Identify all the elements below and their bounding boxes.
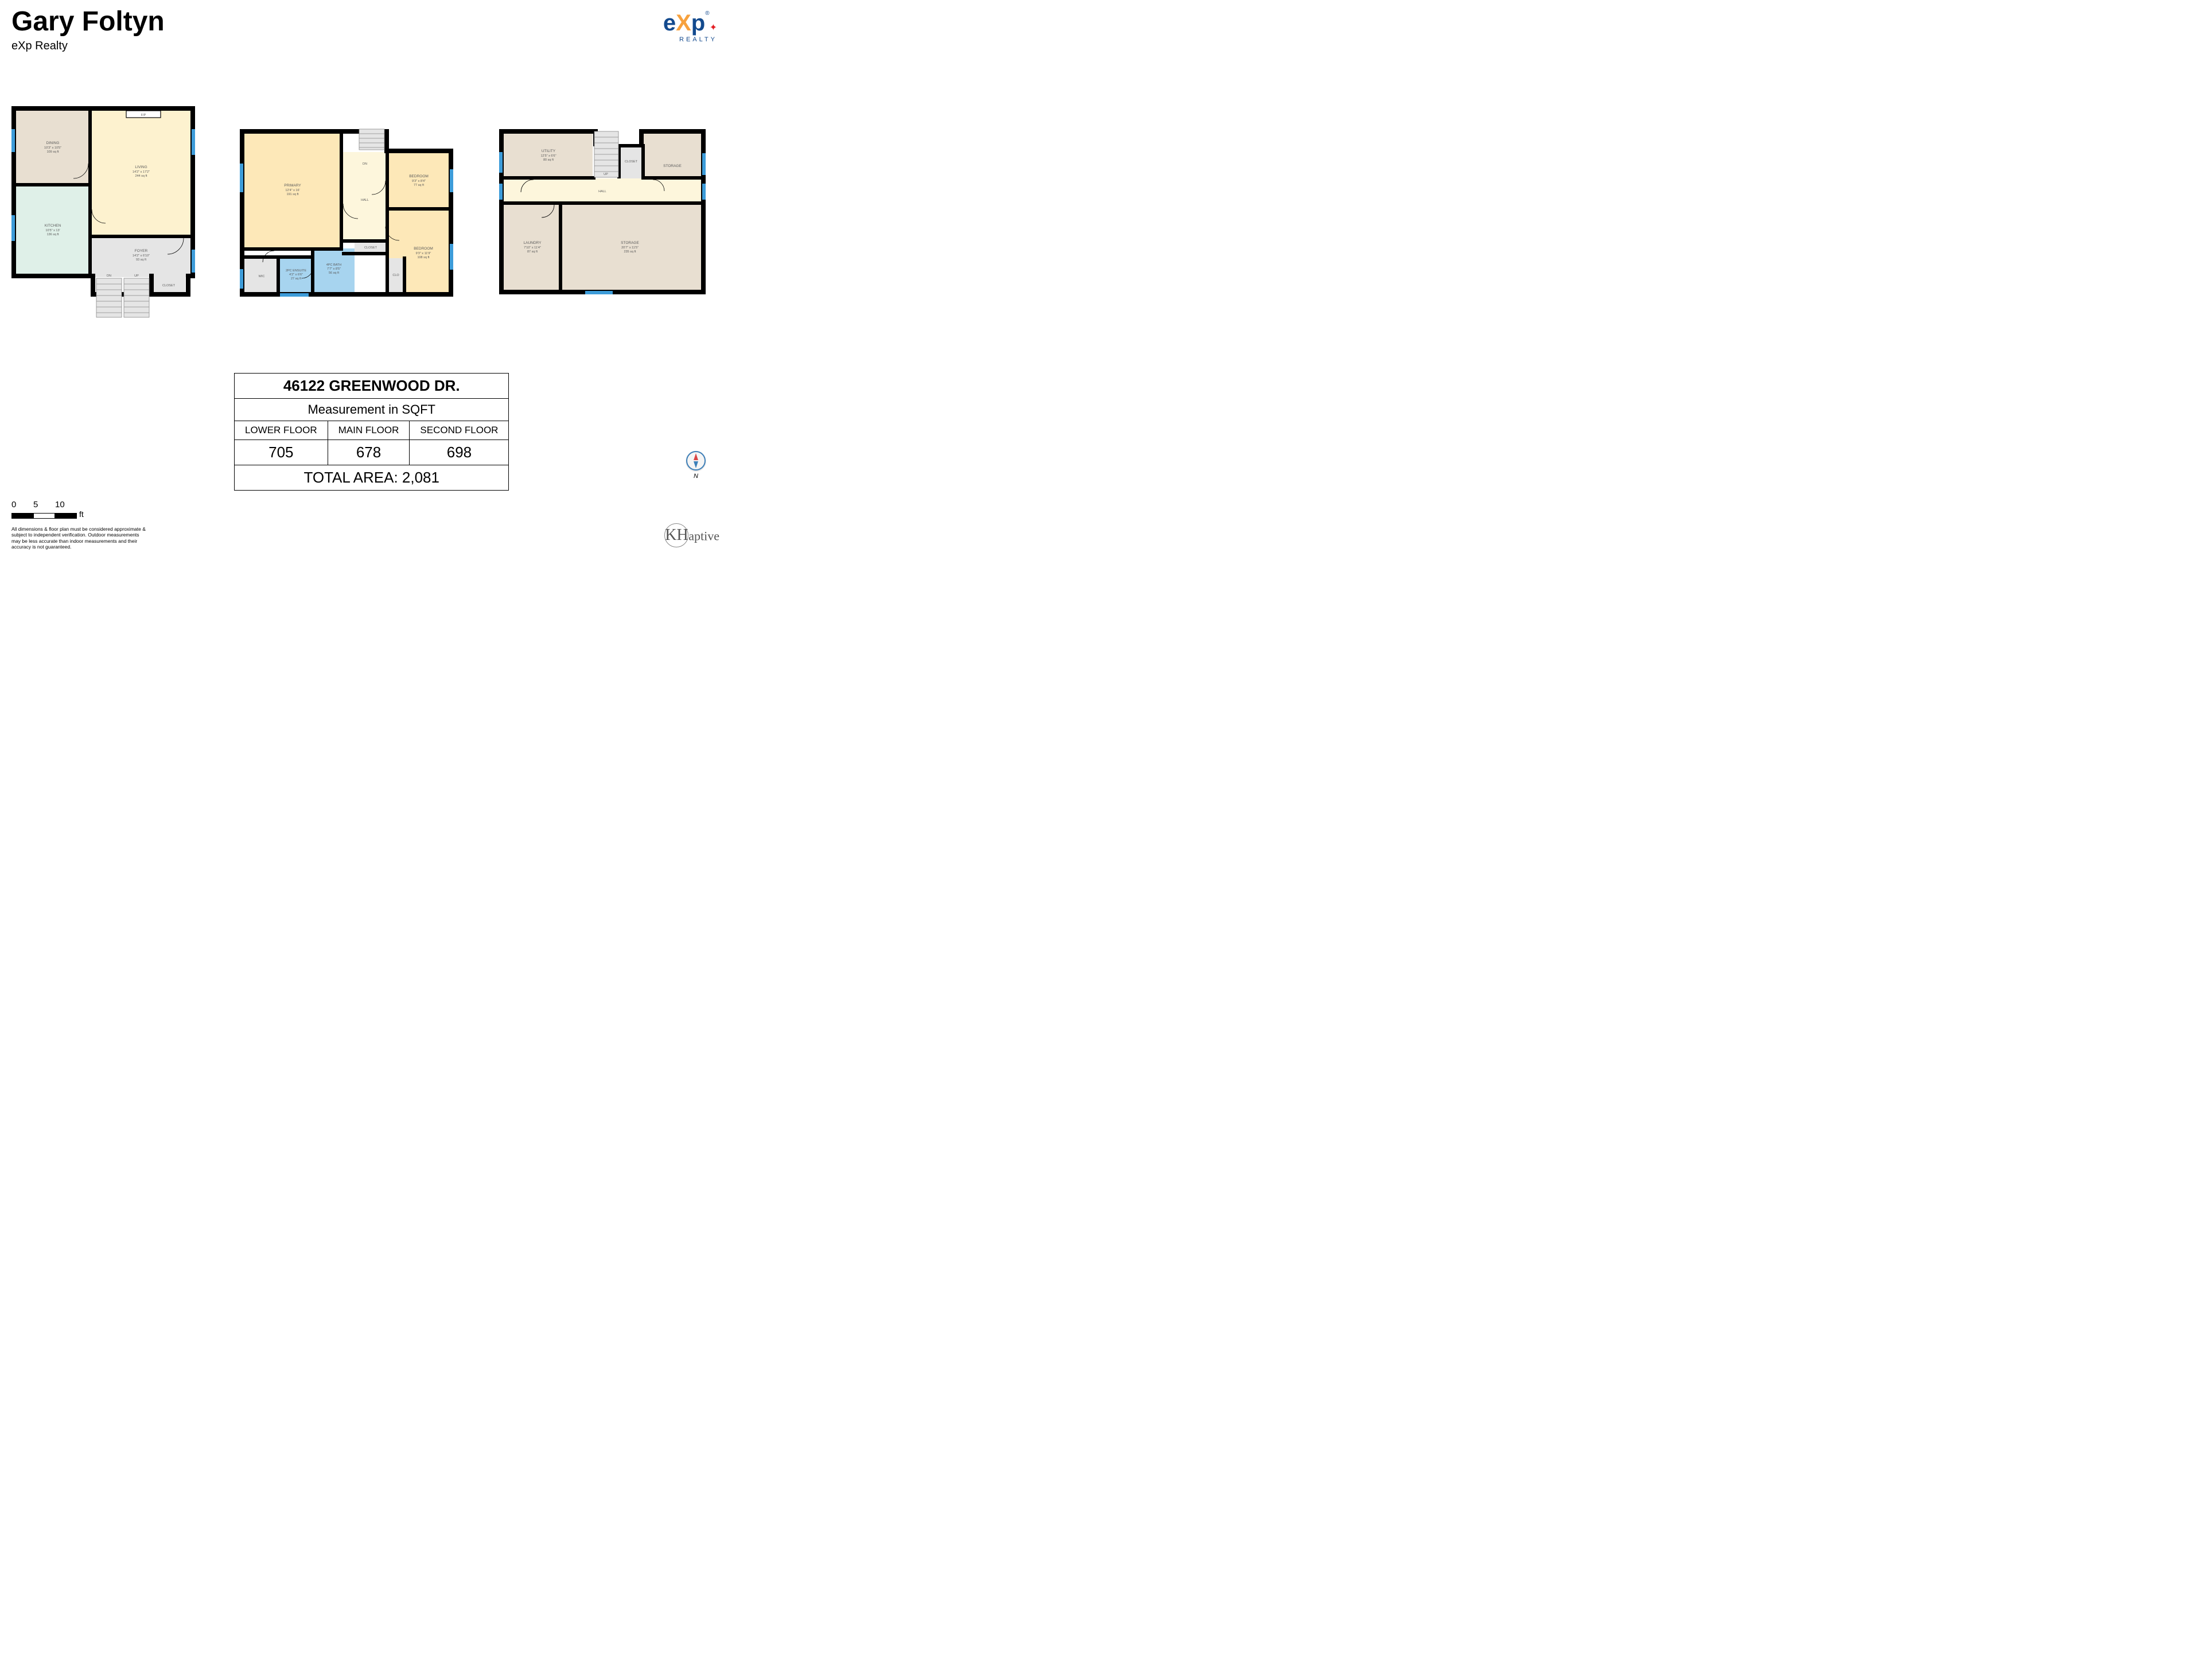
svg-text:27 sq ft: 27 sq ft xyxy=(291,277,302,281)
svg-text:UP: UP xyxy=(604,173,608,176)
svg-text:BEDROOM: BEDROOM xyxy=(409,174,429,178)
svg-text:9'3" x 11'9": 9'3" x 11'9" xyxy=(416,252,431,255)
svg-text:136 sq ft: 136 sq ft xyxy=(46,233,59,236)
svg-text:FOYER: FOYER xyxy=(135,249,148,253)
svg-text:CLOSET: CLOSET xyxy=(162,284,176,287)
svg-text:12'5" x 6'6": 12'5" x 6'6" xyxy=(540,154,556,158)
agent-name: Gary Foltyn xyxy=(11,6,165,37)
svg-text:56 sq ft: 56 sq ft xyxy=(329,271,340,275)
compass-icon: N xyxy=(686,451,706,480)
svg-text:4PC BATH: 4PC BATH xyxy=(326,263,342,267)
svg-text:80 sq ft: 80 sq ft xyxy=(543,158,554,162)
svg-text:9'3" x 8'4": 9'3" x 8'4" xyxy=(412,180,426,183)
svg-text:STORAGE: STORAGE xyxy=(621,241,639,245)
svg-text:109 sq ft: 109 sq ft xyxy=(46,150,59,154)
svg-text:12'4" x 16': 12'4" x 16' xyxy=(285,189,299,192)
total-area-cell: TOTAL AREA: 2,081 xyxy=(235,465,509,491)
svg-text:93 sq ft: 93 sq ft xyxy=(136,258,147,262)
svg-text:10'3" x 10'5": 10'3" x 10'5" xyxy=(44,146,61,150)
svg-text:14'2" x 17'2": 14'2" x 17'2" xyxy=(133,170,150,174)
svg-text:20'7" x 11'5": 20'7" x 11'5" xyxy=(621,246,639,250)
plan-lower-floor: UP UTILITY 12'5" x 6'6" 80 sq ft CLOSET … xyxy=(499,129,706,304)
plan-second-floor: DN PRIMARY 12'4" x 16' 191 sq ft HALL BE… xyxy=(240,129,458,304)
svg-text:CLOSET: CLOSET xyxy=(364,246,377,250)
disclaimer-text: All dimensions & floor plan must be cons… xyxy=(11,526,149,550)
val-lower: 705 xyxy=(235,440,328,465)
svg-text:UTILITY: UTILITY xyxy=(542,149,556,153)
svg-text:DINING: DINING xyxy=(46,141,60,145)
col-second: SECOND FLOOR xyxy=(410,421,509,440)
svg-text:STORAGE: STORAGE xyxy=(663,164,682,168)
col-main: MAIN FLOOR xyxy=(328,421,410,440)
company-name: eXp Realty xyxy=(11,40,165,53)
val-second: 698 xyxy=(410,440,509,465)
svg-text:HALL: HALL xyxy=(361,199,369,202)
svg-text:PRIMARY: PRIMARY xyxy=(284,184,301,188)
col-lower: LOWER FLOOR xyxy=(235,421,328,440)
svg-text:KITCHEN: KITCHEN xyxy=(45,224,61,228)
svg-text:191 sq ft: 191 sq ft xyxy=(286,193,299,196)
khaptive-logo: KHaptive xyxy=(664,523,719,547)
measurement-table: 46122 GREENWOOD DR. Measurement in SQFT … xyxy=(234,373,509,491)
svg-text:WIC: WIC xyxy=(259,275,265,278)
svg-text:LAUNDRY: LAUNDRY xyxy=(524,241,542,245)
svg-text:2PC ENSUITE: 2PC ENSUITE xyxy=(286,269,306,273)
svg-text:77 sq ft: 77 sq ft xyxy=(414,184,425,187)
svg-text:108 sq ft: 108 sq ft xyxy=(417,256,430,259)
svg-text:UP: UP xyxy=(134,274,139,278)
svg-text:CLOSET: CLOSET xyxy=(625,160,638,164)
plan-main-floor: F/P DN UP DINING 10'3" x 10'5" 109 sq ft xyxy=(11,106,195,327)
svg-text:10'5" x 13': 10'5" x 13' xyxy=(45,229,60,232)
svg-text:DN: DN xyxy=(107,274,111,278)
svg-text:CLO: CLO xyxy=(392,274,399,277)
svg-text:87 sq ft: 87 sq ft xyxy=(527,250,538,254)
svg-text:244 sq ft: 244 sq ft xyxy=(135,174,147,178)
svg-text:4'2" x 6'6": 4'2" x 6'6" xyxy=(289,273,303,277)
svg-text:LIVING: LIVING xyxy=(135,165,147,169)
exp-logo: eXp®✦ REALTY xyxy=(663,10,717,43)
svg-text:14'2" x 6'10": 14'2" x 6'10" xyxy=(133,254,150,258)
scale-bar: 0 5 10 ft xyxy=(11,500,84,519)
measurement-unit-cell: Measurement in SQFT xyxy=(235,399,509,421)
svg-text:235 sq ft: 235 sq ft xyxy=(624,250,636,254)
floor-plans-container: F/P DN UP DINING 10'3" x 10'5" 109 sq ft xyxy=(0,106,734,336)
svg-text:7'7" x 8'5": 7'7" x 8'5" xyxy=(327,267,341,271)
svg-text:7'10" x 11'4": 7'10" x 11'4" xyxy=(524,246,541,250)
val-main: 678 xyxy=(328,440,410,465)
svg-text:DN: DN xyxy=(363,162,367,166)
address-cell: 46122 GREENWOOD DR. xyxy=(235,374,509,399)
svg-text:HALL: HALL xyxy=(598,190,606,193)
header-block: Gary Foltyn eXp Realty xyxy=(11,6,165,53)
svg-text:BEDROOM: BEDROOM xyxy=(414,247,433,251)
svg-text:F/P: F/P xyxy=(141,114,146,117)
